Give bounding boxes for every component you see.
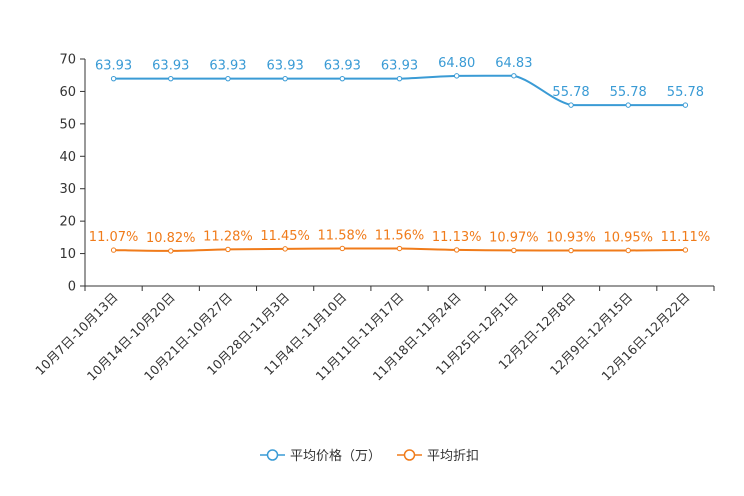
- data-point: [282, 75, 288, 82]
- y-tick-label: 40: [59, 150, 76, 165]
- data-label: 11.11%: [661, 230, 711, 245]
- data-label: 64.80: [438, 56, 475, 71]
- data-point: [453, 73, 460, 79]
- data-point: [625, 247, 631, 254]
- series-2: 11.07% 10.82% 11.28% 11.45% 11.58% 11.56% 11.1…: [89, 228, 711, 254]
- data-label: 63.93: [267, 59, 304, 74]
- data-label: 10.82%: [146, 231, 196, 246]
- data-point: [453, 247, 460, 253]
- data-label: 63.93: [95, 59, 132, 74]
- data-label: 11.13%: [432, 230, 482, 245]
- data-label: 10.93%: [546, 231, 596, 246]
- legend-marker: [403, 449, 416, 461]
- data-point: [168, 248, 174, 254]
- data-point: [396, 245, 403, 252]
- data-point: [225, 75, 231, 82]
- legend-label: 平均折扣: [427, 449, 479, 464]
- series-layer: 63.93 63.93 63.93 63.93 63.93 63.93 64.80 64.83…: [89, 56, 711, 254]
- data-point: [568, 247, 574, 254]
- data-point: [339, 75, 346, 82]
- data-label: 10.97%: [489, 230, 539, 245]
- y-tick-label: 60: [59, 85, 76, 100]
- data-label: 11.58%: [318, 228, 368, 243]
- y-tick-label: 30: [59, 182, 76, 197]
- y-tick-label: 50: [59, 117, 76, 132]
- data-label: 63.93: [381, 59, 418, 74]
- data-point: [110, 75, 117, 82]
- data-point: [225, 246, 231, 253]
- y-tick-label: 0: [68, 280, 76, 295]
- data-label: 11.28%: [203, 229, 253, 244]
- series-1: 63.93 63.93 63.93 63.93 63.93 63.93 64.80 64.83…: [95, 56, 704, 108]
- data-point: [625, 102, 631, 108]
- data-point: [682, 247, 689, 253]
- data-label: 11.45%: [260, 229, 310, 244]
- data-label: 55.78: [610, 85, 647, 100]
- y-tick-label: 10: [59, 247, 76, 262]
- data-point: [339, 245, 346, 252]
- legend-item-2: 平均折扣: [397, 449, 479, 464]
- data-label: 10.95%: [603, 230, 653, 245]
- legend-marker: [266, 449, 279, 461]
- y-tick-label: 20: [59, 215, 76, 230]
- data-point: [168, 75, 174, 82]
- data-label: 11.56%: [375, 229, 425, 244]
- data-label: 55.78: [552, 85, 589, 100]
- data-point: [110, 247, 117, 253]
- data-point: [282, 246, 288, 252]
- legend-item-1: 平均价格（万）: [260, 448, 381, 464]
- data-point: [511, 247, 517, 254]
- legend-label: 平均价格（万）: [290, 448, 381, 464]
- data-label: 63.93: [152, 59, 189, 74]
- data-point: [682, 102, 689, 108]
- data-point: [396, 75, 403, 82]
- y-tick-label: 70: [59, 53, 76, 68]
- data-label: 63.93: [324, 59, 361, 74]
- data-point: [511, 73, 517, 79]
- data-label: 11.07%: [89, 230, 139, 245]
- legend: 平均价格（万） 平均折扣: [260, 448, 479, 464]
- data-point: [568, 102, 574, 108]
- data-label: 64.83: [495, 56, 532, 71]
- data-label: 55.78: [667, 85, 704, 100]
- axes: 01020304050607010月7日-10月13日10月14日-10月20日…: [32, 53, 715, 384]
- data-label: 63.93: [209, 59, 246, 74]
